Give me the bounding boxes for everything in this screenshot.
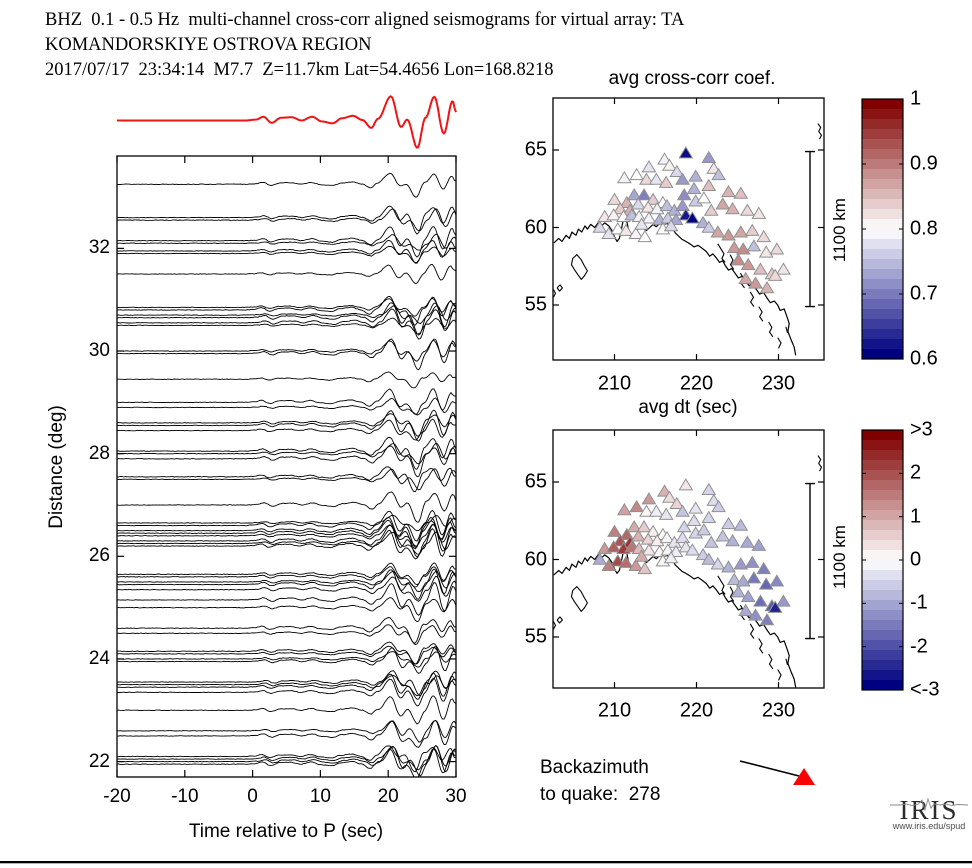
colorbar-tick-label: 2 [910, 461, 922, 484]
map-top-x-tick-label: 230 [761, 372, 796, 395]
seis-x-tick-label: 30 [445, 786, 467, 807]
seis-y-tick-label: 24 [88, 647, 110, 669]
iris-logo-url: www.iris.edu/spud [892, 821, 966, 831]
seismogram-x-axis-label: Time relative to P (sec) [188, 821, 384, 842]
backazimuth-station-marker [793, 768, 815, 785]
backazimuth-value: to quake: 278 [540, 784, 661, 805]
iris-logo-text: IRIS [899, 795, 959, 825]
map-top-x-tick-label: 220 [679, 372, 714, 395]
map-bottom-x-tick-label: 230 [761, 699, 796, 722]
header-line-filter: BHZ 0.1 - 0.5 Hz multi-channel cross-cor… [45, 10, 685, 30]
colorbar-tick-label: <-3 [910, 678, 940, 701]
map-top-y-tick-label: 55 [524, 293, 547, 316]
map-top-x-tick-label: 210 [597, 372, 632, 395]
seismogram-squiggle-icon [890, 797, 969, 812]
map-top-y-tick-label: 65 [524, 138, 547, 161]
map-bottom-y-tick-label: 65 [524, 470, 547, 493]
map-bottom-x-tick-label: 210 [597, 699, 632, 722]
colorbar-tick-label: 1 [910, 505, 922, 528]
map-bottom-y-tick-label: 60 [524, 548, 547, 570]
colorbar-tick-label: 0.9 [910, 152, 938, 175]
iris-logo: IRIS www.iris.edu/spud [888, 797, 970, 831]
colorbar-tick-label: 0.7 [910, 282, 938, 305]
map-top-y-tick-label: 60 [524, 216, 547, 238]
colorbar-tick-label: 0.6 [910, 347, 938, 370]
scalebar-label-top: 1100 km [830, 198, 849, 262]
seis-y-tick-label: 26 [88, 545, 110, 567]
seis-x-tick-label: 20 [377, 786, 399, 807]
seis-x-tick-label: 10 [309, 786, 331, 807]
seis-x-tick-label: 0 [247, 786, 258, 807]
map-top-title: avg cross-corr coef. [608, 68, 776, 89]
header-line-region: KOMANDORSKIYE OSTROVA REGION [45, 35, 372, 55]
seis-y-tick-label: 22 [88, 750, 110, 772]
header-line-event: 2017/07/17 23:34:14 M7.7 Z=11.7km Lat=54… [45, 60, 554, 80]
colorbar-tick-label: >3 [910, 418, 933, 441]
backazimuth-label: Backazimuth [540, 757, 649, 778]
seis-y-tick-label: 30 [88, 340, 110, 362]
colorbar-tick-label: 1 [910, 87, 922, 110]
colorbar-tick-label: 0 [910, 548, 922, 571]
scalebar-label-bottom: 1100 km [830, 525, 849, 589]
seis-x-tick-label: -10 [171, 786, 199, 807]
map-bottom-x-tick-label: 220 [679, 699, 714, 722]
colorbar-tick-label: 0.8 [910, 217, 938, 240]
seis-x-tick-label: -20 [103, 786, 131, 807]
seismogram-y-axis-label: Distance (deg) [46, 405, 67, 529]
map-bottom-title: avg dt (sec) [638, 397, 738, 418]
seis-y-tick-label: 32 [88, 237, 110, 259]
colorbar-tick-label: -1 [910, 591, 928, 614]
seis-y-tick-label: 28 [88, 442, 110, 464]
map-bottom-y-tick-label: 55 [524, 625, 547, 648]
colorbar-tick-label: -2 [910, 635, 928, 658]
